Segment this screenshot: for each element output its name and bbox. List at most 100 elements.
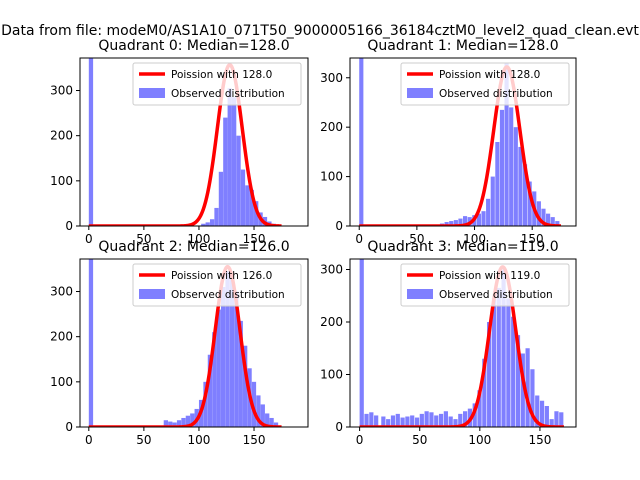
panel-title: Quadrant 3: Median=119.0	[367, 239, 558, 255]
histogram-bar	[463, 216, 468, 226]
histogram-bar	[513, 127, 518, 226]
histogram-bar	[218, 171, 224, 226]
histogram-bar	[549, 419, 554, 427]
legend-box	[400, 62, 570, 106]
histogram-bar	[453, 220, 458, 226]
histogram-bar	[463, 411, 468, 427]
histogram-bar	[458, 218, 463, 226]
histogram-bar	[205, 222, 210, 226]
histogram-bar	[163, 420, 169, 427]
histogram-bar	[240, 169, 246, 226]
legend-curve-label: Poission with 128.0	[171, 69, 272, 81]
histogram-bar	[214, 207, 219, 226]
histogram	[88, 58, 281, 226]
y-tick-label: 0	[65, 420, 73, 434]
histogram-bar	[511, 316, 516, 427]
histogram-bar	[522, 164, 528, 226]
y-tick-label: 300	[320, 263, 343, 277]
panel-title: Quadrant 0: Median=128.0	[98, 38, 289, 54]
histogram-bar	[444, 222, 449, 226]
x-tick-label: 100	[463, 232, 486, 246]
histogram-bar	[429, 412, 434, 427]
histogram-bar	[481, 211, 486, 226]
histogram	[359, 259, 564, 427]
histogram-bar	[245, 185, 250, 226]
panel-title: Quadrant 1: Median=128.0	[367, 38, 558, 54]
histogram-bar	[395, 413, 400, 427]
legend-hist-swatch	[139, 289, 165, 299]
x-tick-label: 0	[356, 433, 364, 447]
histogram-bar	[236, 135, 241, 226]
histogram-bar	[209, 219, 215, 226]
x-tick-label: 150	[243, 433, 266, 447]
histogram-bar	[544, 406, 549, 427]
legend: Poission with 128.0 Observed distribution	[400, 62, 570, 106]
legend-hist-swatch	[139, 88, 165, 98]
x-tick-label: 50	[409, 232, 424, 246]
histogram-bar	[260, 404, 265, 427]
histogram-bar	[249, 189, 254, 226]
histogram-bar	[225, 271, 230, 427]
x-tick-label: 100	[188, 232, 211, 246]
histogram-bar	[227, 88, 232, 226]
histogram-bar	[482, 358, 487, 427]
histogram-bar	[369, 412, 374, 427]
x-tick-label: 0	[85, 232, 93, 246]
histogram-bar	[364, 413, 369, 427]
histogram-bar	[359, 58, 364, 226]
axes-frame	[349, 57, 577, 227]
histogram-bar	[536, 201, 541, 226]
histogram-bar	[386, 419, 391, 427]
x-tick-label: 150	[528, 433, 551, 447]
histogram-bar	[390, 415, 396, 427]
histogram	[359, 58, 560, 226]
histogram-bar	[216, 309, 221, 427]
histogram-bar	[434, 415, 439, 427]
histogram-bar	[251, 381, 257, 427]
histogram-bar	[232, 97, 237, 226]
histogram-bar	[496, 287, 501, 427]
x-tick-label: 0	[355, 232, 363, 246]
histogram-bar	[525, 348, 530, 427]
y-tick-label: 200	[50, 330, 73, 344]
histogram-bar	[491, 298, 497, 427]
histogram-bar	[501, 269, 506, 427]
histogram-bar	[546, 213, 551, 226]
y-tick-label: 300	[50, 84, 73, 98]
histogram-bar	[381, 416, 386, 427]
legend-hist-label: Observed distribution	[439, 289, 553, 301]
legend-hist-label: Observed distribution	[171, 88, 285, 100]
axes-frame	[349, 258, 577, 428]
panel-3: 0 50 100 150 0 100 200 300 Quadrant 3: Median=11…	[320, 239, 577, 447]
y-tick-label: 300	[320, 71, 343, 85]
y-tick-label: 100	[320, 368, 343, 382]
histogram-bar	[490, 176, 495, 226]
y-tick-label: 100	[320, 170, 343, 184]
histogram-bar	[453, 419, 458, 427]
x-tick-label: 0	[85, 433, 93, 447]
y-tick-label: 200	[320, 315, 343, 329]
y-tick-label: 0	[335, 420, 343, 434]
histogram-bar	[530, 369, 535, 427]
legend-curve-label: Poission with 128.0	[439, 69, 540, 81]
histogram-bar	[539, 400, 545, 427]
histogram-bar	[414, 417, 420, 427]
histogram-bar	[495, 142, 500, 226]
histogram-bar	[234, 291, 239, 427]
legend-hist-swatch	[407, 289, 433, 299]
histogram-bar	[203, 381, 208, 427]
histogram-bar	[220, 287, 226, 427]
histogram-bar	[185, 415, 191, 427]
panel-0: 0 50 100 150 0 100 200 300 Quadrant 0: Median=12…	[50, 38, 309, 246]
histogram-bar	[559, 412, 564, 427]
y-tick-label: 200	[50, 129, 73, 143]
histogram-bar	[448, 416, 453, 427]
histogram-bar	[443, 411, 448, 427]
x-tick-label: 50	[136, 433, 151, 447]
histogram-bar	[419, 413, 424, 427]
histogram-bar	[238, 320, 243, 427]
y-tick-label: 100	[50, 375, 73, 389]
histogram-bar	[477, 390, 482, 427]
histogram-bar	[476, 213, 481, 226]
y-tick-label: 100	[50, 174, 73, 188]
